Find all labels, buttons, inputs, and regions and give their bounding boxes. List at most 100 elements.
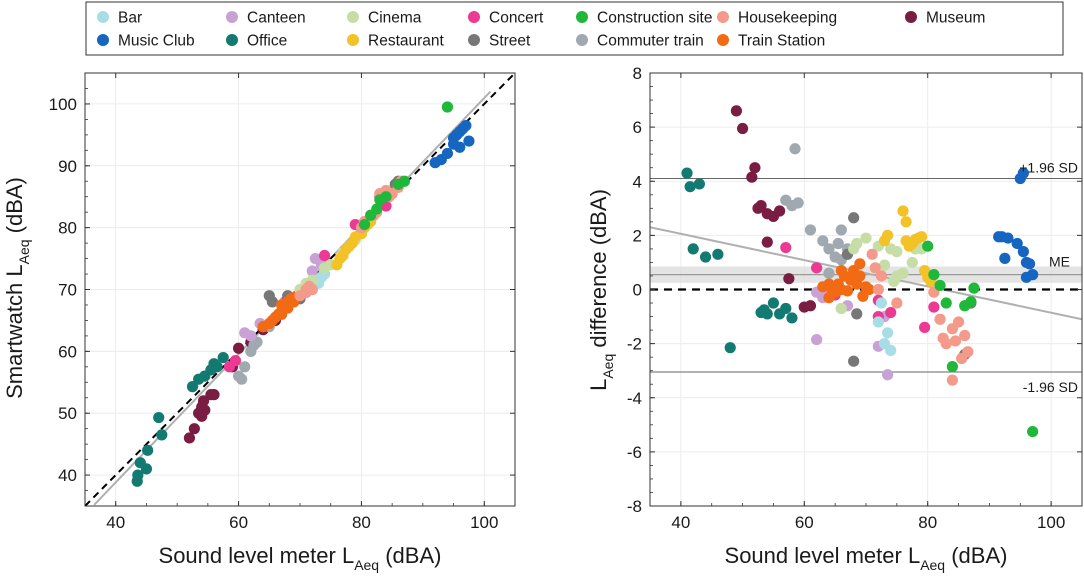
point-construction-site xyxy=(398,175,411,187)
point-train-station xyxy=(835,264,847,277)
y-tick-label: 0 xyxy=(633,281,642,300)
point-construction-site xyxy=(922,240,934,252)
y-tick-label: 6 xyxy=(633,118,642,137)
x-tick-label: 40 xyxy=(106,513,125,532)
x-tick-label: 100 xyxy=(470,513,498,532)
legend-marker-street xyxy=(468,34,480,46)
legend-label-restaurant: Restaurant xyxy=(368,33,445,50)
x-tick-label: 40 xyxy=(671,513,690,532)
point-housekeeping xyxy=(300,286,312,299)
legend-label-construction-site: Construction site xyxy=(597,10,712,27)
point-housekeeping xyxy=(956,352,968,365)
point-music-club xyxy=(460,119,472,132)
point-cinema xyxy=(891,246,903,258)
point-office xyxy=(156,429,168,441)
point-construction-site xyxy=(441,101,454,113)
point-train-station xyxy=(823,292,835,304)
legend-marker-bar xyxy=(97,11,109,23)
legend-items: Bar Music Club Canteen Office Cinema Restaura… xyxy=(97,10,985,50)
point-construction-site xyxy=(968,282,980,294)
point-restaurant xyxy=(882,229,894,241)
point-canteen xyxy=(882,369,894,381)
point-street xyxy=(851,308,863,320)
point-housekeeping xyxy=(949,335,962,347)
point-concert xyxy=(885,306,897,319)
point-office xyxy=(142,444,154,456)
point-train-station xyxy=(854,270,866,282)
point-music-club xyxy=(999,252,1011,264)
right-xlabel-suffix: (dBA) xyxy=(945,543,1007,568)
legend-marker-concert xyxy=(468,11,480,23)
point-office xyxy=(217,351,229,364)
point-canteen xyxy=(306,265,318,277)
point-housekeeping xyxy=(875,270,888,282)
y-tick-label: 4 xyxy=(633,172,642,191)
point-music-club xyxy=(1023,258,1036,270)
y-tick-label: 40 xyxy=(58,466,77,485)
legend-marker-music-club xyxy=(97,34,109,46)
point-cinema xyxy=(835,302,847,315)
point-commuter-train xyxy=(232,370,245,382)
point-construction-site xyxy=(946,361,959,373)
point-office xyxy=(699,251,712,263)
point-construction-site xyxy=(358,218,371,231)
legend-label-museum: Museum xyxy=(926,10,985,27)
point-commuter-train xyxy=(835,224,847,236)
point-museum xyxy=(197,395,210,407)
point-train-station xyxy=(854,258,866,270)
point-housekeeping xyxy=(891,297,903,309)
point-construction-site xyxy=(1027,425,1039,438)
point-commuter-train xyxy=(832,237,844,250)
point-housekeeping xyxy=(946,323,959,335)
point-office xyxy=(140,463,153,475)
point-museum xyxy=(208,389,220,401)
point-commuter-train xyxy=(817,235,829,247)
point-office xyxy=(132,469,144,481)
point-concert xyxy=(919,321,931,333)
point-music-club xyxy=(441,147,454,160)
point-bar xyxy=(885,344,897,356)
point-office xyxy=(693,178,705,190)
right-scatter-points xyxy=(681,105,1039,438)
upper-loa-label: +1.96 SD xyxy=(1019,160,1078,176)
point-museum xyxy=(188,423,200,435)
point-museum xyxy=(199,404,211,416)
y-tick-label: 100 xyxy=(49,95,77,114)
right-y-axis-title: LAeq difference (dBA) xyxy=(586,189,616,391)
right-ylabel-main: difference (dBA) xyxy=(586,189,611,354)
left-xlabel-sub: Aeq xyxy=(354,557,379,573)
point-cinema xyxy=(906,256,918,269)
point-office xyxy=(724,342,736,354)
point-office xyxy=(684,181,696,193)
legend-label-cinema: Cinema xyxy=(368,10,422,27)
point-office xyxy=(780,302,792,315)
point-music-club xyxy=(447,138,460,150)
legend-label-music-club: Music Club xyxy=(118,33,195,50)
point-office xyxy=(786,312,798,324)
left-y-axis-title: Smartwatch LAeq (dBA) xyxy=(2,177,32,399)
point-museum xyxy=(232,342,245,354)
point-street xyxy=(266,296,278,308)
point-restaurant xyxy=(900,216,912,228)
right-xlabel-sub: Aeq xyxy=(920,557,945,573)
point-housekeeping xyxy=(959,329,971,342)
point-concert xyxy=(928,301,940,313)
point-restaurant xyxy=(915,231,928,243)
point-commuter-train xyxy=(792,197,804,209)
point-construction-site xyxy=(934,279,946,292)
x-tick-label: 60 xyxy=(229,513,248,532)
mean-error-label: ME xyxy=(1049,254,1070,270)
point-museum xyxy=(783,273,795,285)
point-construction-site xyxy=(928,269,940,281)
point-concert xyxy=(229,355,242,367)
point-construction-site xyxy=(940,297,952,309)
point-office xyxy=(681,167,693,179)
point-restaurant xyxy=(349,231,361,243)
legend-marker-cinema xyxy=(347,11,359,23)
legend-box xyxy=(85,1,1064,56)
point-music-club xyxy=(1002,232,1014,244)
legend-label-concert: Concert xyxy=(489,10,544,27)
point-construction-site xyxy=(965,296,977,308)
legend-marker-museum xyxy=(905,11,917,23)
